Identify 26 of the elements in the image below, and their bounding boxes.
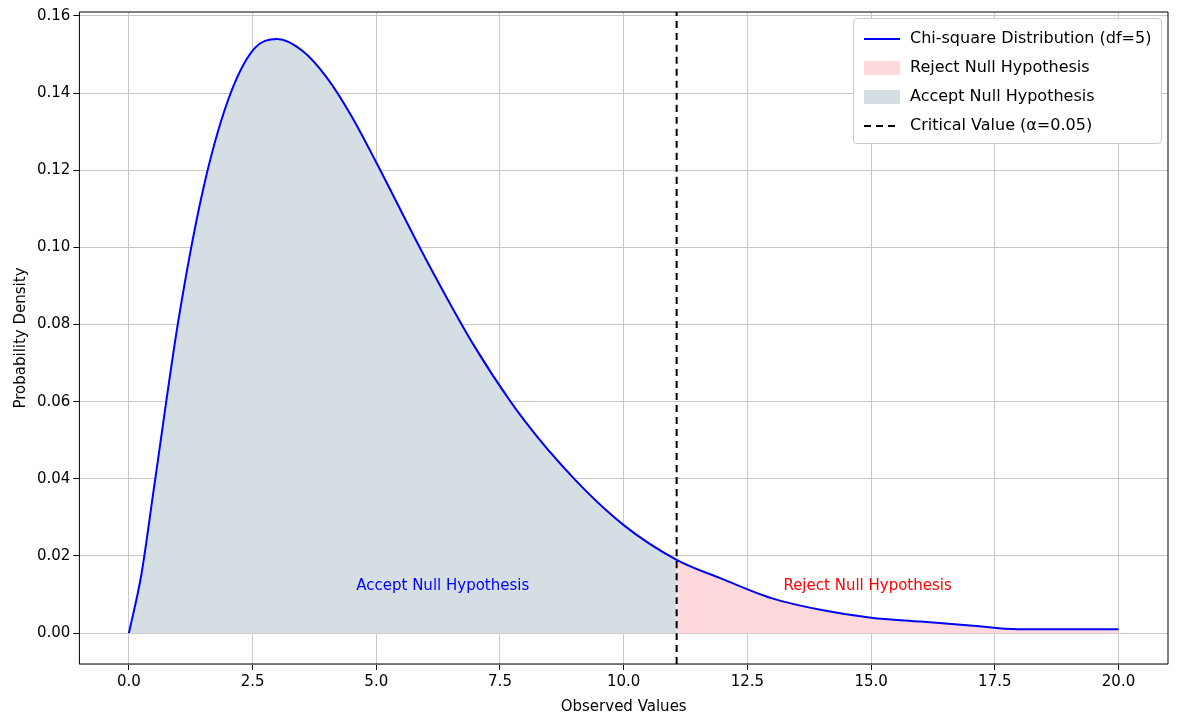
x-tick-label: 2.5 [240,671,265,690]
x-tick-label: 10.0 [607,671,641,690]
x-tick-label: 20.0 [1101,671,1136,690]
y-tick-label: 0.08 [36,314,71,333]
y-tick-label: 0.12 [36,160,71,179]
x-tick-label: 5.0 [364,671,389,690]
annotation: Accept Null Hypothesis [356,575,530,594]
y-tick-label: 0.10 [36,237,71,256]
annotation: Reject Null Hypothesis [783,575,952,594]
x-tick-label: 15.0 [854,671,888,690]
legend-label: Reject Null Hypothesis [910,57,1090,76]
y-tick-label: 0.06 [36,391,71,410]
x-tick-label: 0.0 [116,671,141,690]
x-tick-label: 7.5 [488,671,512,690]
x-tick-label: 12.5 [730,671,765,690]
y-tick-label: 0.16 [36,5,71,24]
y-tick-label: 0.00 [36,623,71,642]
x-axis-title: Observed Values [560,696,687,715]
y-tick-label: 0.02 [36,545,71,564]
legend-label: Chi-square Distribution (df=5) [910,28,1152,47]
y-tick-label: 0.04 [36,468,71,487]
legend-label: Critical Value (α=0.05) [910,115,1093,134]
legend-label: Accept Null Hypothesis [910,86,1095,105]
x-tick-label: 17.5 [978,671,1012,690]
y-tick-label: 0.14 [36,82,71,101]
y-axis-title: Probability Density [10,267,29,409]
